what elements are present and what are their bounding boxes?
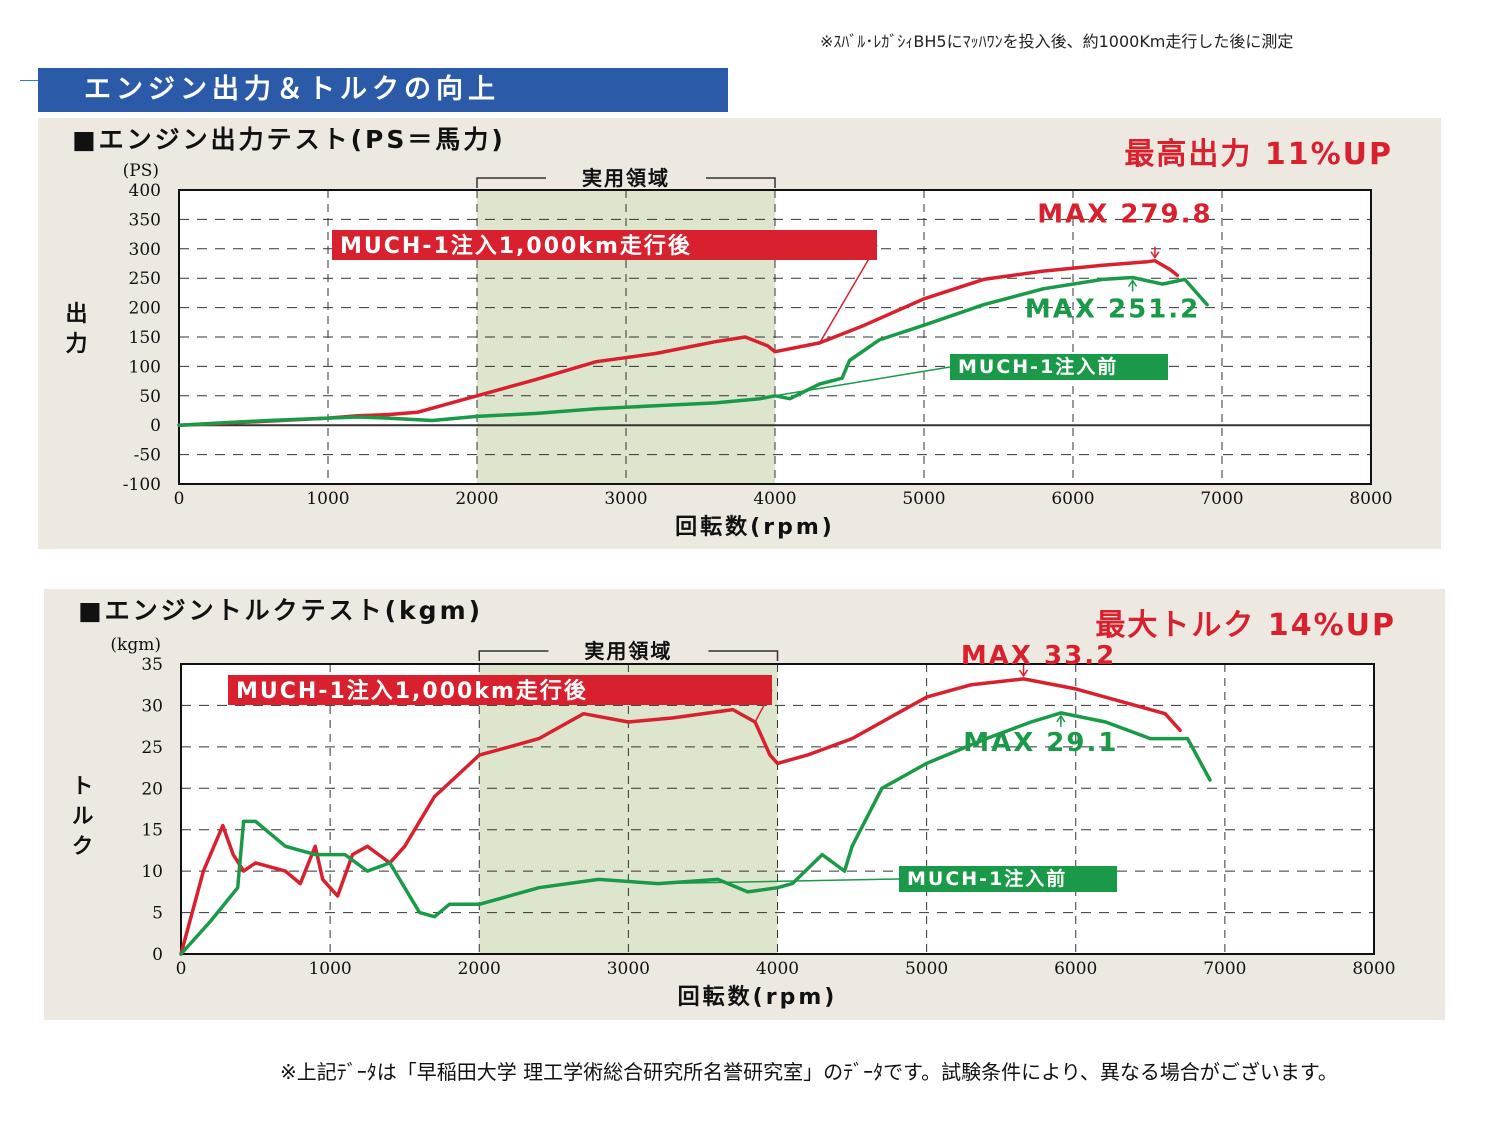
max-label-before: MAX 251.2: [1025, 294, 1200, 324]
legend-box-before: [899, 866, 1117, 892]
x-axis-label: 回転数(rpm): [675, 514, 835, 540]
legend-box-before: [950, 354, 1168, 380]
legend-label-after: MUCH-1注入1,000km走行後: [236, 678, 588, 704]
x-axis-label: 回転数(rpm): [678, 984, 838, 1010]
x-tick-label: 1000: [308, 959, 351, 979]
y-tick-label: 50: [139, 387, 161, 407]
x-tick-label: 7000: [1203, 959, 1246, 979]
legend-box-after: [228, 675, 772, 705]
series-line-before: [179, 711, 1212, 956]
y-tick-label: 150: [129, 328, 161, 348]
x-tick-label: 6000: [1051, 489, 1094, 509]
y-tick-label: 10: [141, 862, 163, 882]
plot-border: [178, 189, 1372, 485]
x-tick-label: 0: [174, 489, 185, 509]
y-tick-label: -100: [123, 475, 161, 495]
leader-after: [819, 244, 878, 344]
y-tick-label: 400: [129, 181, 161, 201]
zone-label: 実用領域: [582, 166, 670, 190]
leader-before: [658, 878, 900, 885]
y-axis-label: トルク: [68, 774, 93, 864]
y-tick-label: 15: [141, 821, 163, 841]
y-tick-label: 100: [129, 357, 161, 377]
torque-chart: ■エンジントルクテスト(kgm) 最大トルク 14%UP 実用領域 0 5 10 15 20 2…: [68, 596, 1396, 1010]
y-tick-label: 30: [141, 696, 163, 716]
chart-title: ■エンジントルクテスト(kgm): [78, 596, 483, 625]
zone-label: 実用領域: [584, 639, 672, 663]
power-chart-panel: ■エンジン出力テスト(PS＝馬力) 最高出力 11%UP 実用領域 -100 -50 0 5…: [38, 118, 1441, 549]
headline: 最高出力 11%UP: [1124, 137, 1393, 172]
x-tick-label: 2000: [455, 489, 498, 509]
legend-label-before: MUCH-1注入前: [958, 355, 1118, 378]
torque-chart-panel: ■エンジントルクテスト(kgm) 最大トルク 14%UP 実用領域 0 5 10 15 20 2…: [44, 589, 1445, 1020]
y-unit-label: (PS): [123, 161, 159, 181]
series-line-after: [179, 677, 1182, 956]
max-label-after: MAX 33.2: [961, 641, 1116, 671]
x-tick-label: 2000: [458, 959, 501, 979]
y-tick-label: 200: [129, 299, 161, 319]
x-tick-label: 3000: [604, 489, 647, 509]
x-tick-label: 0: [176, 959, 187, 979]
x-tick-label: 3000: [607, 959, 650, 979]
x-tick-label: 4000: [753, 489, 796, 509]
power-chart: ■エンジン出力テスト(PS＝馬力) 最高出力 11%UP 実用領域 -100 -50 0 5…: [62, 125, 1393, 540]
y-tick-label: 5: [152, 904, 163, 924]
plot-border: [180, 663, 1375, 955]
y-tick-label: 25: [141, 738, 163, 758]
leader-before: [774, 366, 951, 397]
headline: 最大トルク 14%UP: [1095, 608, 1396, 643]
y-tick-label: 350: [129, 210, 161, 230]
footnote: ※上記ﾃﾞｰﾀは「早稲田大学 理工学術総合研究所名誉研究室」のﾃﾞｰﾀです。試験…: [280, 1060, 1338, 1084]
x-tick-label: 5000: [905, 959, 948, 979]
legend-box-after: [332, 230, 877, 260]
header-rule: [20, 80, 38, 81]
x-tick-label: 8000: [1349, 489, 1392, 509]
x-tick-label: 5000: [902, 489, 945, 509]
y-unit-label: (kgm): [110, 635, 161, 655]
x-tick-label: 6000: [1054, 959, 1097, 979]
y-tick-label: 250: [129, 269, 161, 289]
max-arrowhead-after: [1150, 251, 1160, 260]
chart-title: ■エンジン出力テスト(PS＝馬力): [72, 125, 506, 154]
x-tick-label: 4000: [756, 959, 799, 979]
y-tick-label: -50: [134, 446, 161, 466]
max-arrowhead-before: [1127, 279, 1138, 287]
max-arrowhead-after: [1018, 669, 1029, 678]
y-tick-label: 0: [150, 416, 161, 436]
header-note: ※ｽﾊﾞﾙ･ﾚｶﾞｼｨBH5にﾏｯﾊﾜﾝを投入後、約1000Km走行した後に測定: [820, 32, 1294, 51]
x-tick-label: 8000: [1352, 959, 1395, 979]
max-label-before: MAX 29.1: [963, 728, 1118, 758]
y-tick-label: 35: [141, 655, 163, 675]
x-tick-label: 1000: [306, 489, 349, 509]
legend-label-before: MUCH-1注入前: [907, 867, 1067, 890]
legend-label-after: MUCH-1注入1,000km走行後: [340, 233, 692, 259]
zone-bracket: [478, 650, 779, 661]
y-tick-label: 0: [152, 945, 163, 965]
y-tick-label: 300: [129, 240, 161, 260]
y-axis-label: 出力: [62, 302, 88, 362]
y-tick-label: 20: [141, 779, 163, 799]
x-tick-label: 7000: [1200, 489, 1243, 509]
banner-title: エンジン出力＆トルクの向上: [38, 68, 728, 112]
zone-bracket: [476, 177, 776, 188]
max-arrowhead-before: [1056, 714, 1066, 723]
max-label-after: MAX 279.8: [1037, 200, 1212, 230]
